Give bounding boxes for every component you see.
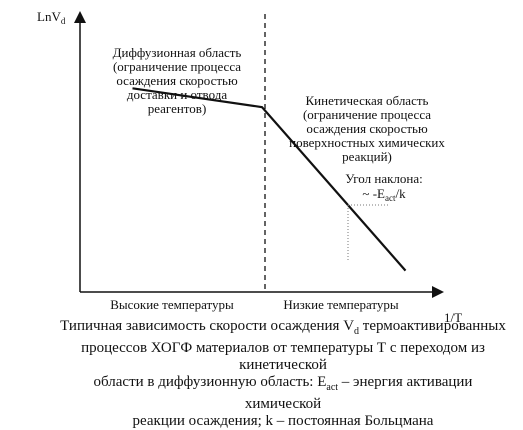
- slope-line-1: Угол наклона:: [345, 171, 423, 186]
- kinetic-line-5: реакций): [342, 149, 392, 164]
- caption-line-1: Типичная зависимость скорости осаждения …: [60, 318, 506, 337]
- slope-annotation: Угол наклона: ~ -Eact/k: [345, 171, 423, 203]
- chart-svg: LnVd 1/T Диффузионная область (ограничен…: [37, 9, 462, 325]
- kinetic-line-1: Кинетическая область: [306, 93, 429, 108]
- kinetic-line-4: поверхностных химических: [289, 135, 445, 150]
- series-line: [132, 87, 407, 272]
- diffusion-line-1: Диффузионная область: [113, 45, 242, 60]
- diffusion-line-4: доставки и отвода: [127, 87, 227, 102]
- kinetic-line-2: (ограничение процесса: [303, 107, 431, 122]
- caption-line-2: процессов ХОГФ материалов от температуры…: [81, 340, 485, 373]
- figure-caption: Типичная зависимость скорости осаждения …: [58, 318, 508, 430]
- high-temperature-label: Высокие температуры: [110, 297, 234, 312]
- diffusion-line-2: (ограничение процесса: [113, 59, 241, 74]
- y-axis-label: LnVd: [37, 9, 66, 26]
- caption-line-3: области в диффузионную область: Eact – э…: [93, 374, 473, 412]
- slope-line-2: ~ -Eact/k: [362, 186, 406, 203]
- caption-line-4: реакции осаждения; k – постоянная Больцм…: [132, 413, 434, 429]
- kinetic-line-3: осаждения скоростью: [306, 121, 428, 136]
- diffusion-line-3: осаждения скоростью: [116, 73, 238, 88]
- diffusion-line-5: реагентов): [148, 101, 207, 116]
- diffusion-region-annotation: Диффузионная область (ограничение процес…: [113, 45, 242, 116]
- kinetic-region-annotation: Кинетическая область (ограничение процес…: [289, 93, 445, 164]
- x-axis-label: 1/T: [444, 310, 462, 325]
- low-temperature-label: Низкие температуры: [283, 297, 399, 312]
